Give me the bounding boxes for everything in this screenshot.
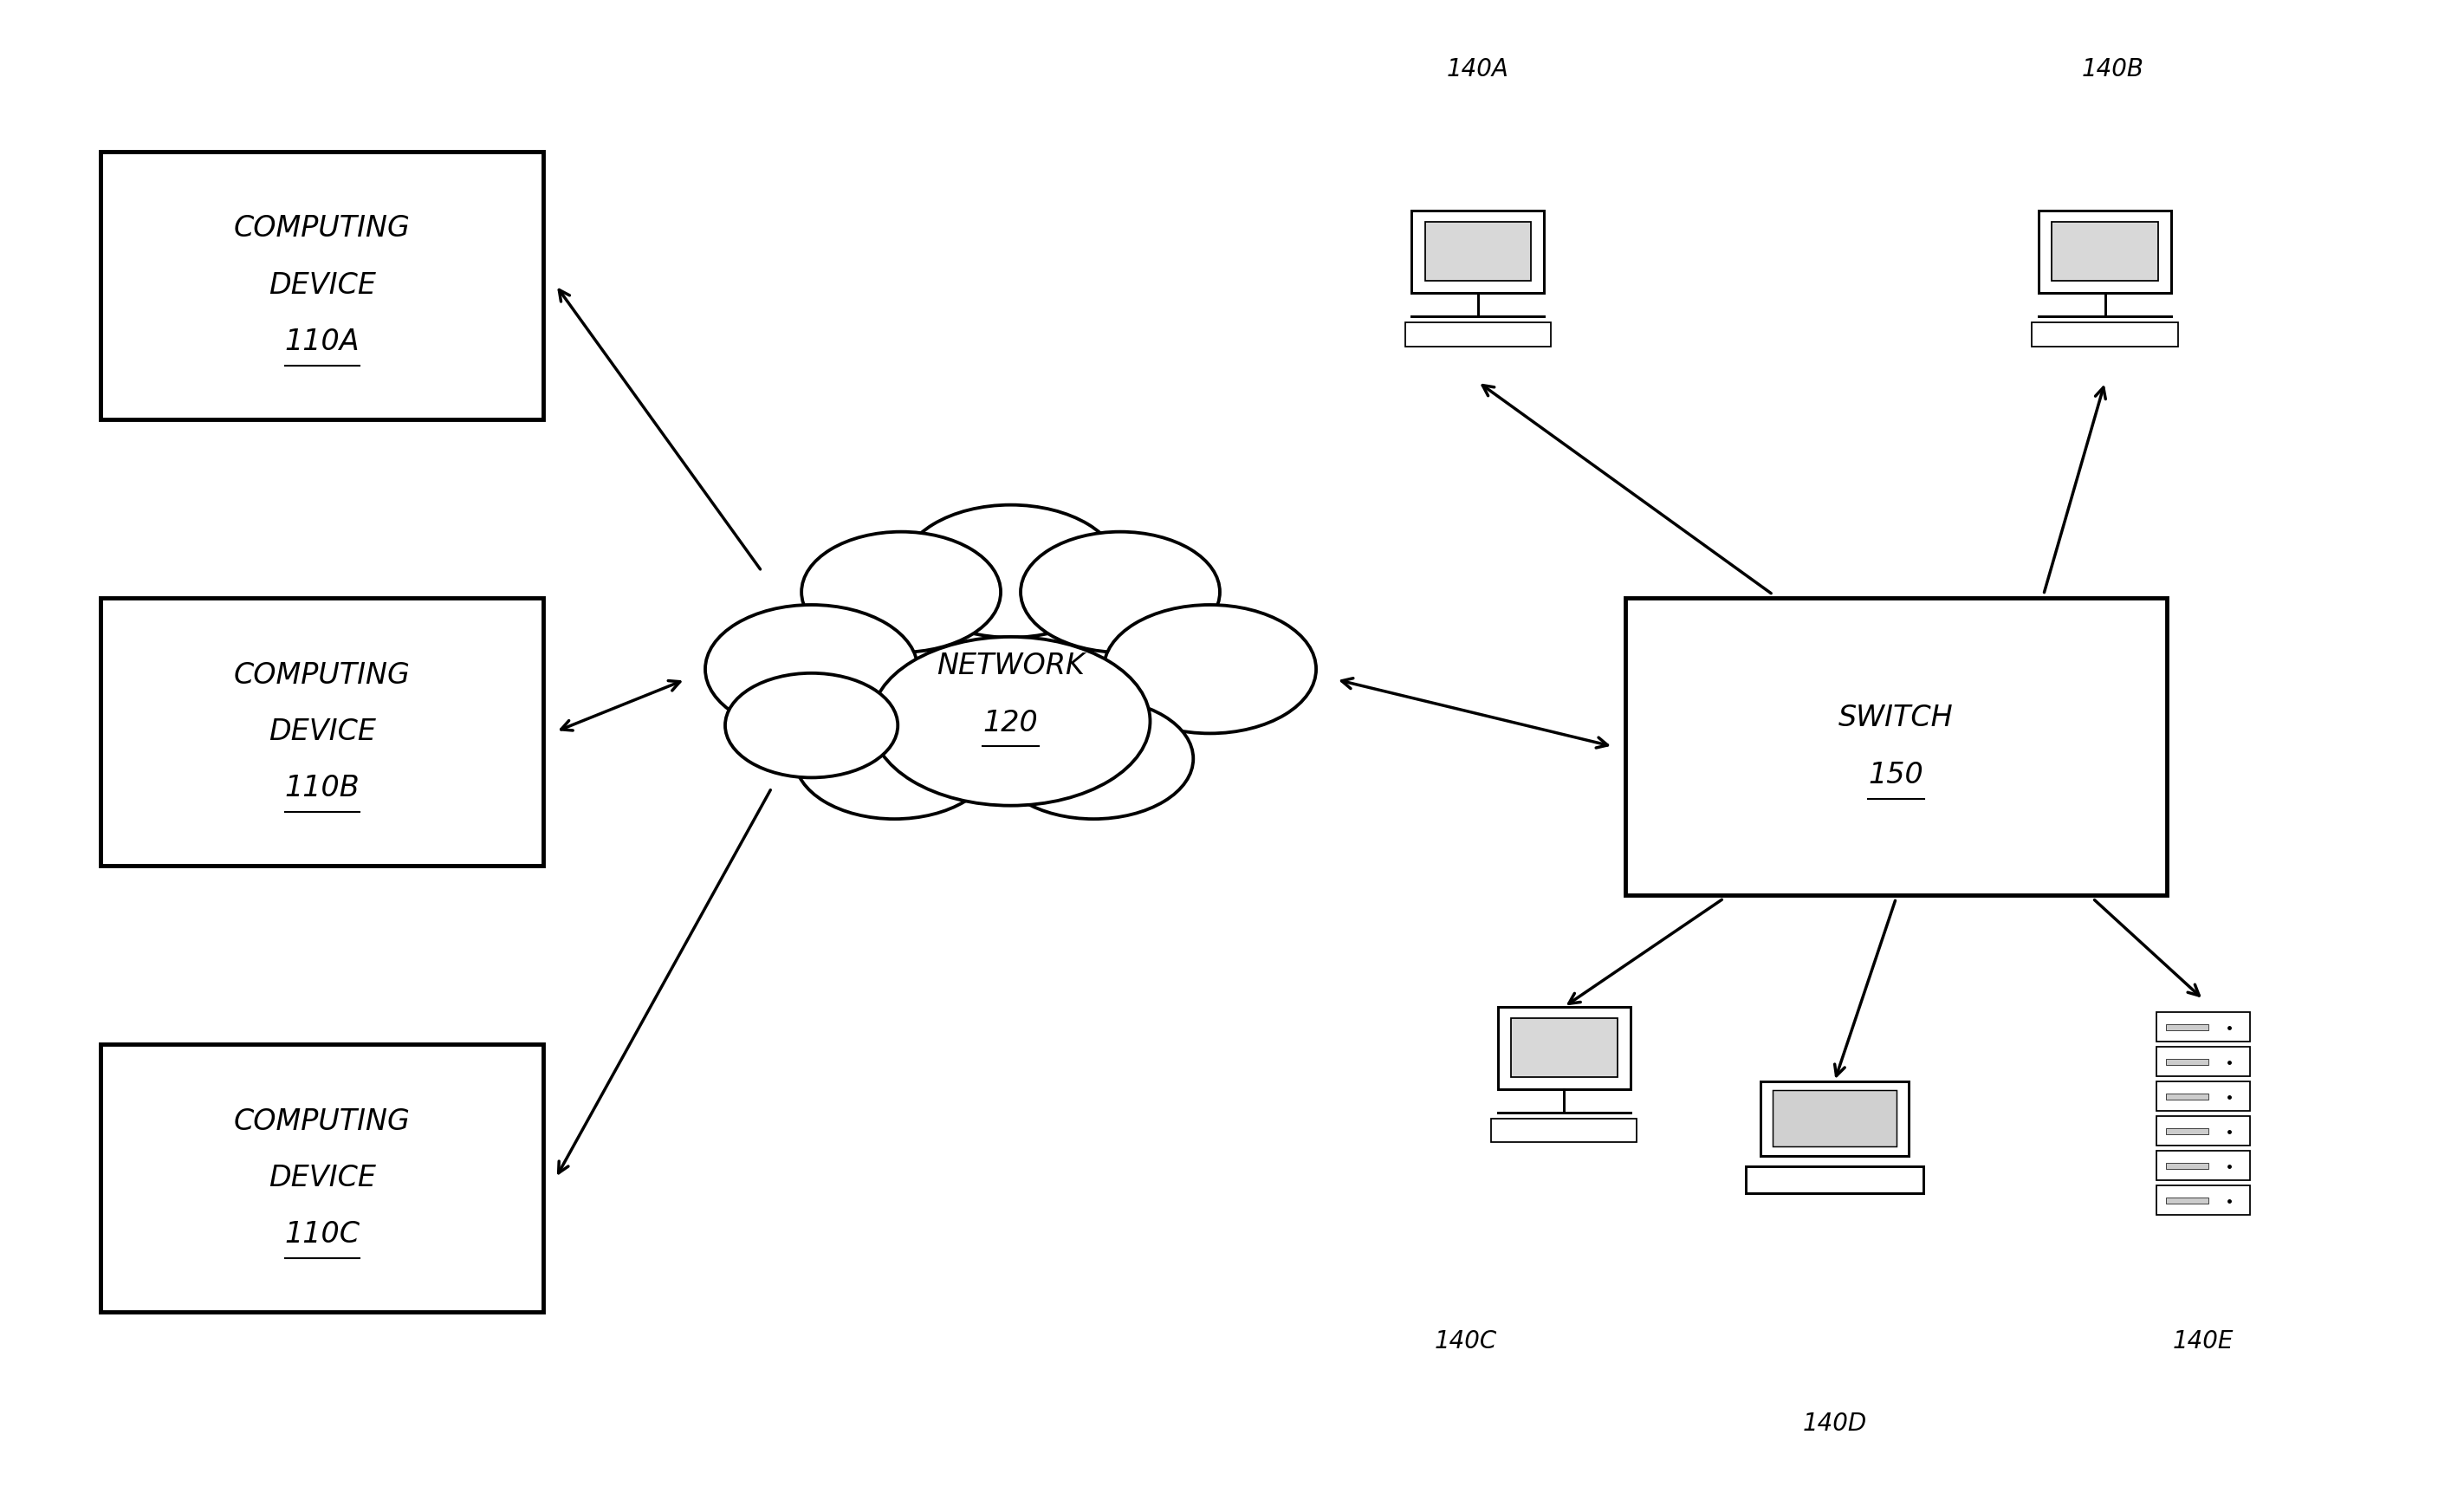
Text: 120: 120 [983,708,1037,738]
FancyBboxPatch shape [2156,1151,2250,1181]
Circle shape [1020,532,1220,652]
Text: 110C: 110C [283,1220,360,1250]
Text: DEVICE: DEVICE [269,717,377,746]
Circle shape [801,532,1000,652]
Text: NETWORK: NETWORK [936,652,1084,681]
Text: 140A: 140A [1446,57,1508,82]
FancyBboxPatch shape [1424,222,1530,281]
Text: 150: 150 [1868,760,1924,790]
Text: DEVICE: DEVICE [269,1163,377,1193]
Circle shape [724,673,897,778]
Text: 140B: 140B [2082,57,2144,82]
FancyBboxPatch shape [2053,222,2158,281]
FancyBboxPatch shape [1498,1006,1631,1088]
Text: COMPUTING: COMPUTING [234,1108,411,1136]
Text: 140E: 140E [2173,1330,2235,1354]
FancyBboxPatch shape [2156,1081,2250,1111]
Text: 110A: 110A [283,327,360,355]
FancyBboxPatch shape [2166,1197,2208,1203]
FancyBboxPatch shape [1491,1118,1636,1142]
FancyBboxPatch shape [2166,1093,2208,1100]
FancyBboxPatch shape [2156,1185,2250,1215]
Circle shape [993,699,1193,820]
FancyBboxPatch shape [101,597,545,866]
Circle shape [705,605,917,733]
FancyBboxPatch shape [2156,1012,2250,1042]
Text: SWITCH: SWITCH [1838,703,1954,733]
Text: COMPUTING: COMPUTING [234,661,411,690]
FancyBboxPatch shape [101,1044,545,1312]
FancyBboxPatch shape [2166,1163,2208,1169]
FancyBboxPatch shape [2038,211,2171,293]
Text: 140D: 140D [1801,1411,1868,1436]
FancyBboxPatch shape [2033,322,2178,346]
FancyBboxPatch shape [2156,1047,2250,1076]
Circle shape [1104,605,1316,733]
FancyBboxPatch shape [1747,1166,1922,1193]
Circle shape [872,638,1151,806]
FancyBboxPatch shape [2166,1024,2208,1030]
FancyBboxPatch shape [1762,1081,1907,1156]
Text: DEVICE: DEVICE [269,270,377,300]
FancyBboxPatch shape [2166,1059,2208,1065]
Text: 140C: 140C [1434,1330,1498,1354]
FancyBboxPatch shape [1626,597,2166,896]
FancyBboxPatch shape [1404,322,1550,346]
Text: COMPUTING: COMPUTING [234,215,411,243]
Text: 110B: 110B [283,773,360,802]
Circle shape [902,505,1121,638]
FancyBboxPatch shape [101,151,545,420]
Circle shape [796,699,993,820]
FancyBboxPatch shape [1412,211,1545,293]
FancyBboxPatch shape [1510,1018,1616,1078]
FancyBboxPatch shape [2166,1129,2208,1135]
FancyBboxPatch shape [2156,1117,2250,1145]
FancyBboxPatch shape [1772,1090,1897,1147]
